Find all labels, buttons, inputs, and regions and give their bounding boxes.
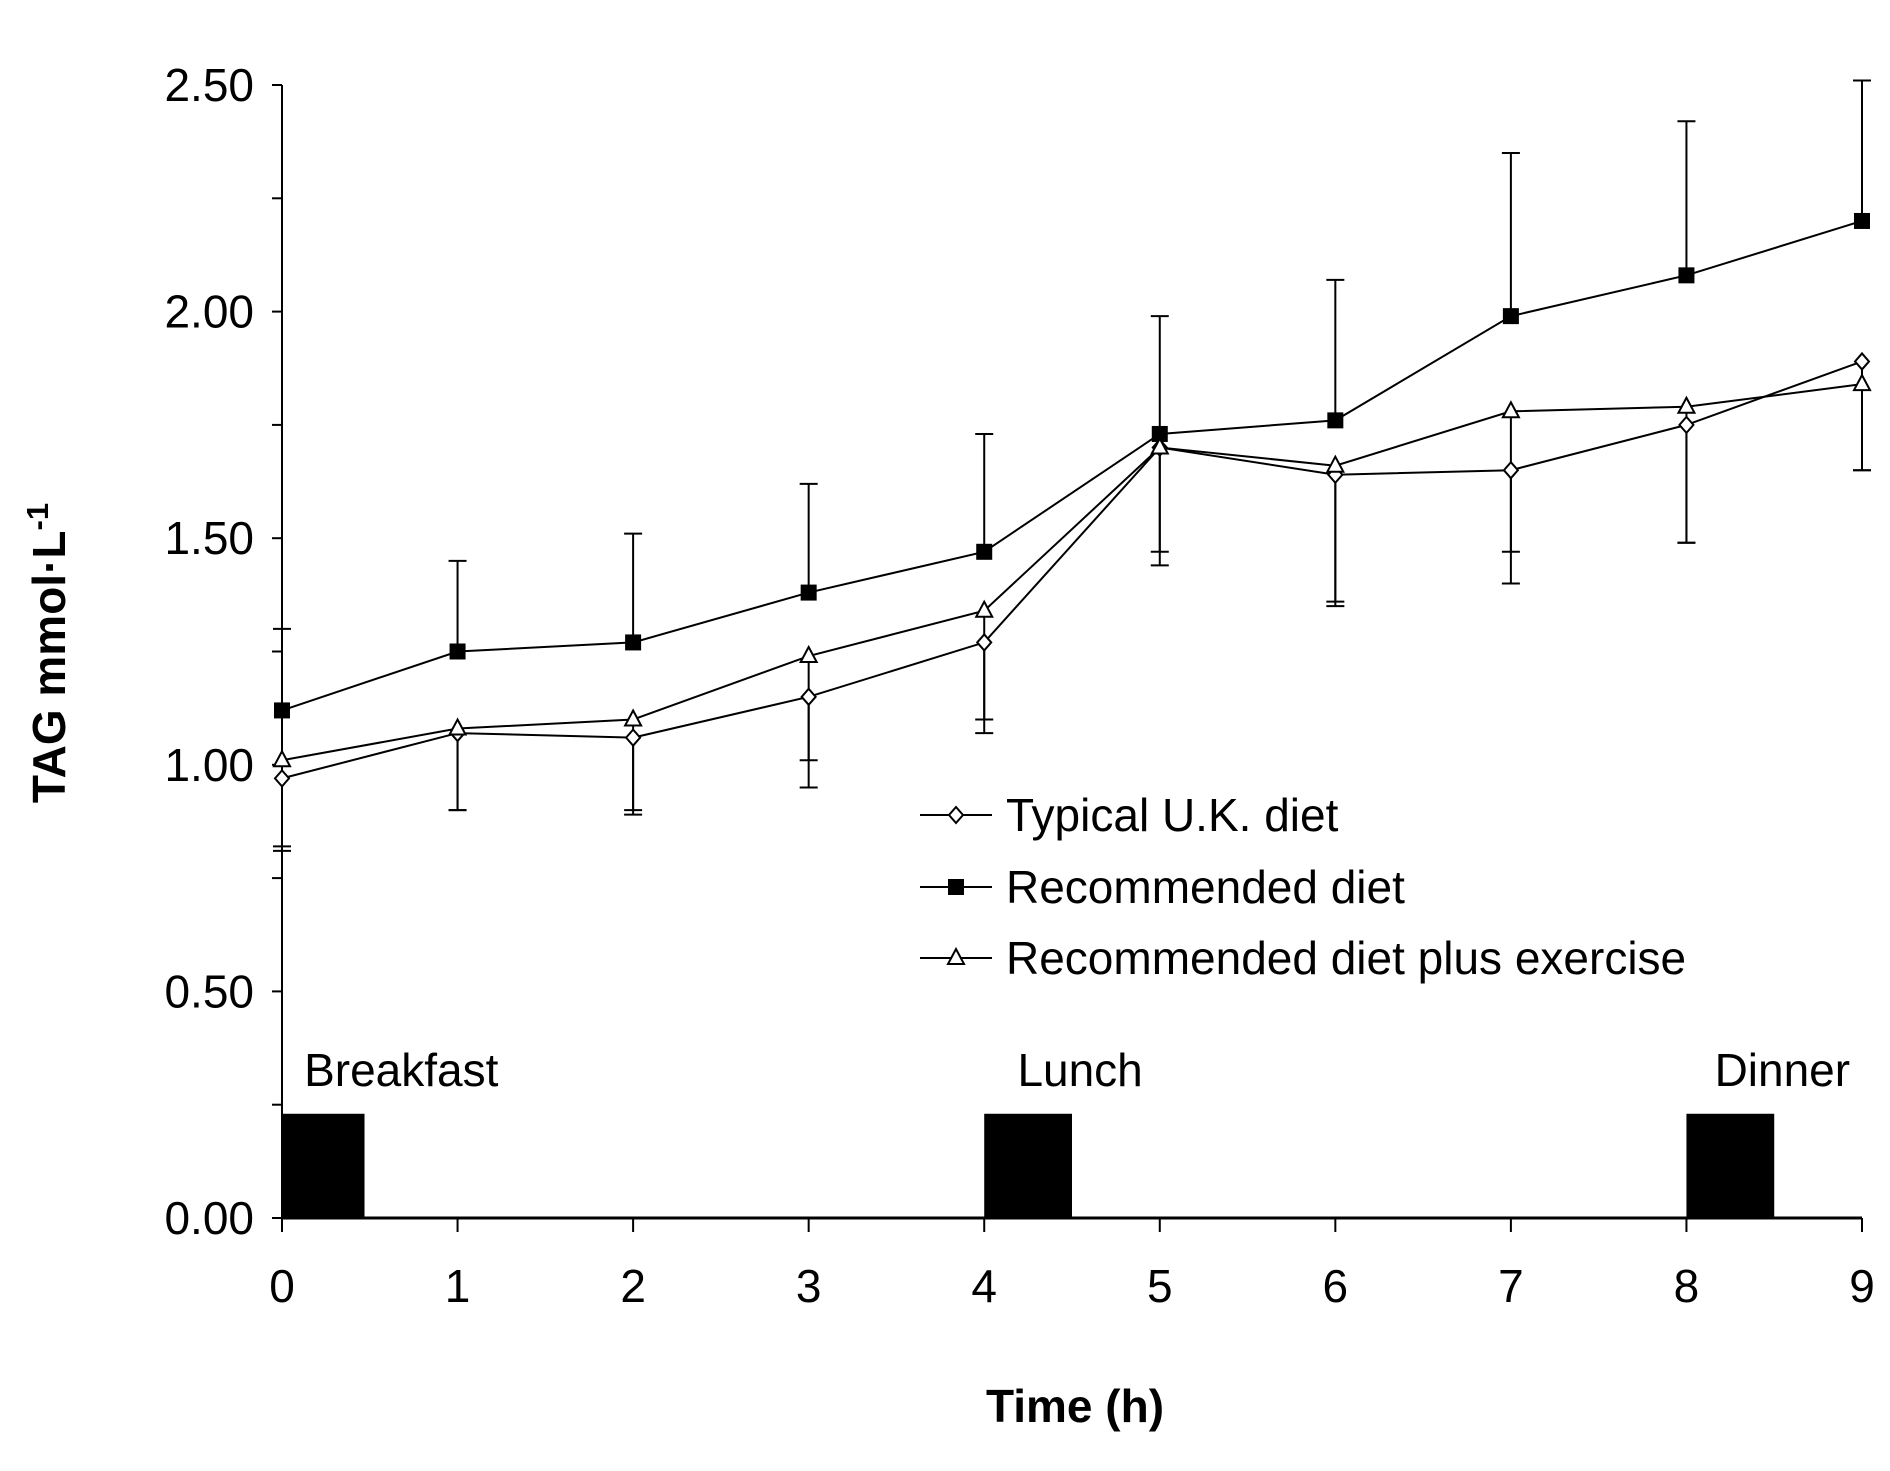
x-tick-label: 6 [1323, 1260, 1349, 1312]
legend-label: Recommended diet [1006, 861, 1405, 913]
y-axis-title-superscript: -1 [20, 503, 55, 531]
marker-recommended-diet [1502, 308, 1519, 325]
y-axis-title: TAG mmol·L-1 [20, 503, 76, 803]
series-line-recommended-diet-plus-exercise [281, 383, 1863, 762]
y-tick-label: 1.50 [164, 512, 254, 564]
y-axis-title-main: TAG mmol·L [23, 531, 75, 804]
series-lines [281, 220, 1863, 780]
marker-recommended-diet-plus-exercise [974, 599, 994, 618]
y-tick-label: 2.00 [164, 286, 254, 338]
marker-recommended-diet-plus-exercise [1676, 395, 1697, 414]
marker-recommended-diet-plus-exercise [447, 717, 468, 736]
meal-bars: Breakfast Lunch Dinner [282, 1044, 1850, 1218]
marker-recommended-diet [1854, 212, 1870, 229]
marker-recommended-diet [800, 584, 817, 601]
x-tick-label: 3 [796, 1260, 822, 1312]
meal-bar [282, 1113, 365, 1218]
marker-typical-uk-diet-legend [947, 805, 965, 825]
marker-recommended-diet-plus-exercise [1150, 436, 1170, 455]
y-tick-label: 0.50 [164, 965, 254, 1017]
marker-recommended-diet-plus-exercise [623, 708, 643, 727]
marker-recommended-diet [449, 643, 466, 660]
meal-label: Lunch [1017, 1044, 1142, 1096]
axes: 0.00 0.50 1.00 1.50 2.00 2.50 0 1 2 3 4 5 6 7 8 9 [164, 59, 1874, 1312]
marker-typical-uk-diet [1678, 415, 1695, 435]
meal-label: Breakfast [304, 1044, 499, 1096]
marker-recommended-diet-plus-exercise-legend [946, 946, 966, 965]
x-tick-label: 0 [269, 1260, 295, 1312]
marker-typical-uk-diet [975, 632, 993, 652]
marker-recommended-diet [625, 634, 642, 651]
marker-recommended-diet-plus-exercise [1852, 372, 1872, 392]
legend-label: Typical U.K. diet [1006, 789, 1339, 841]
x-tick-label: 1 [445, 1260, 471, 1312]
marker-recommended-diet [274, 702, 290, 719]
marker-recommended-diet-plus-exercise [799, 644, 819, 664]
x-tick-label: 4 [971, 1260, 997, 1312]
marker-recommended-diet-legend [948, 879, 964, 895]
marker-recommended-diet [976, 543, 993, 560]
marker-typical-uk-diet [1853, 351, 1871, 371]
y-tick-label: 1.00 [164, 739, 254, 791]
meal-bar [1686, 1113, 1775, 1218]
series-markers [272, 212, 1872, 788]
meal-bar [984, 1113, 1072, 1218]
marker-recommended-diet [1678, 267, 1695, 284]
marker-typical-uk-diet [1502, 460, 1520, 480]
y-tick-label: 2.50 [164, 59, 254, 111]
error-bars [273, 79, 1871, 852]
legend: Typical U.K. diet Recommended diet Recomme… [920, 789, 1686, 984]
x-tick-label: 7 [1498, 1260, 1524, 1312]
marker-typical-uk-diet [624, 728, 642, 748]
x-axis-title: Time (h) [986, 1380, 1164, 1432]
y-tick-label: 0.00 [164, 1192, 254, 1244]
marker-typical-uk-diet [273, 768, 291, 788]
x-tick-label: 8 [1674, 1260, 1700, 1312]
marker-recommended-diet-plus-exercise [272, 749, 292, 768]
marker-recommended-diet [1327, 412, 1344, 429]
x-tick-label: 2 [620, 1260, 646, 1312]
meal-label: Dinner [1715, 1044, 1851, 1096]
x-tick-label: 9 [1849, 1260, 1875, 1312]
series-line-typical-uk-diet [281, 360, 1863, 780]
legend-label: Recommended diet plus exercise [1006, 932, 1686, 984]
marker-typical-uk-diet [800, 687, 817, 707]
marker-recommended-diet-plus-exercise [1501, 400, 1521, 419]
series-line-recommended-diet [281, 220, 1863, 712]
x-tick-label: 5 [1147, 1260, 1173, 1312]
marker-recommended-diet-plus-exercise [1325, 454, 1346, 473]
